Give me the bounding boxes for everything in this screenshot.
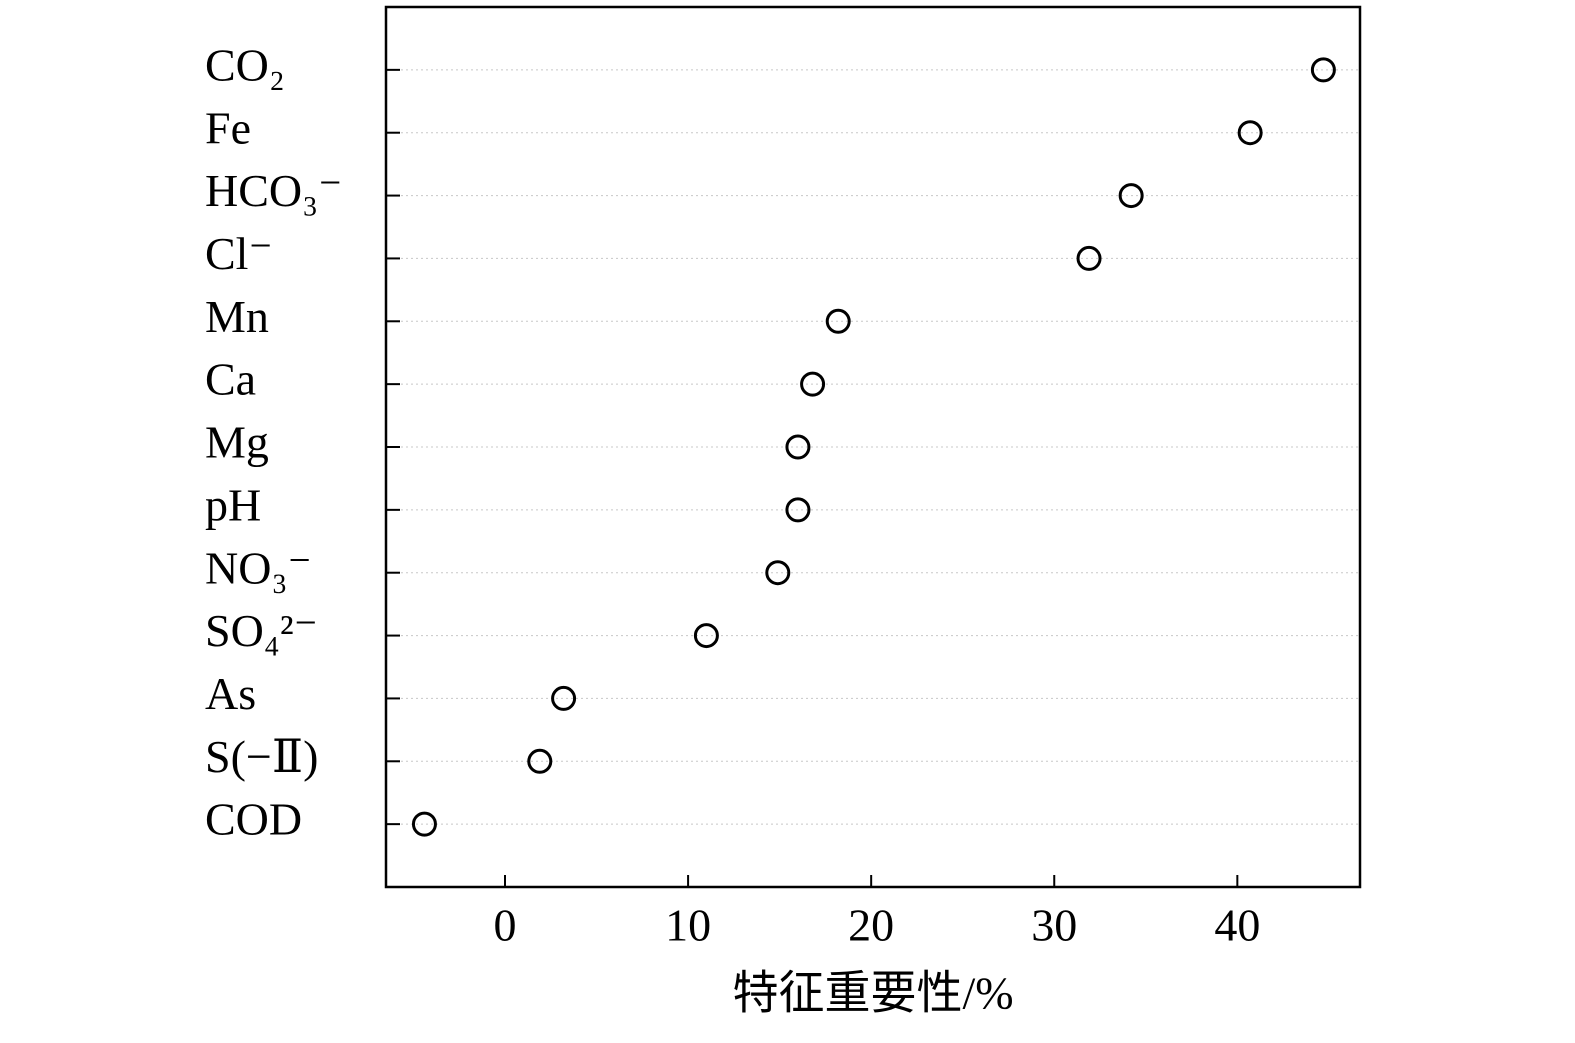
y-tick-label: Mg: [205, 417, 269, 468]
plot-frame: [384, 5, 1362, 889]
y-tick-label: S(−Ⅱ): [205, 731, 318, 782]
point: [551, 685, 577, 711]
x-tick-label: 0: [494, 900, 517, 951]
y-tick-label: As: [205, 668, 256, 719]
y-tick-label: Cl⁻: [205, 228, 273, 279]
y-tick-label: SO₄²⁻: [205, 605, 318, 656]
point: [765, 560, 791, 586]
x-axis-label: 特征重要性/%: [732, 968, 1013, 1019]
y-tick-label: CO₂: [205, 39, 285, 90]
point: [1076, 245, 1102, 271]
y-tick-label: Fe: [205, 102, 251, 153]
point: [527, 748, 553, 774]
y-tick-label: COD: [205, 794, 302, 845]
point: [1310, 57, 1336, 83]
point: [411, 811, 437, 837]
point: [800, 371, 826, 397]
point: [825, 308, 851, 334]
point: [693, 623, 719, 649]
x-tick-label: 40: [1214, 900, 1260, 951]
point: [1118, 183, 1144, 209]
y-tick-label: Mn: [205, 291, 269, 342]
x-tick-label: 10: [665, 900, 711, 951]
x-tick-label: 30: [1031, 900, 1077, 951]
y-tick-label: pH: [205, 479, 261, 530]
point: [785, 434, 811, 460]
x-tick-label: 20: [848, 900, 894, 951]
y-tick-label: HCO₃⁻: [205, 165, 342, 216]
point: [785, 497, 811, 523]
y-tick-label: Ca: [205, 354, 256, 405]
point: [1237, 120, 1263, 146]
y-tick-label: NO₃⁻: [205, 542, 312, 593]
